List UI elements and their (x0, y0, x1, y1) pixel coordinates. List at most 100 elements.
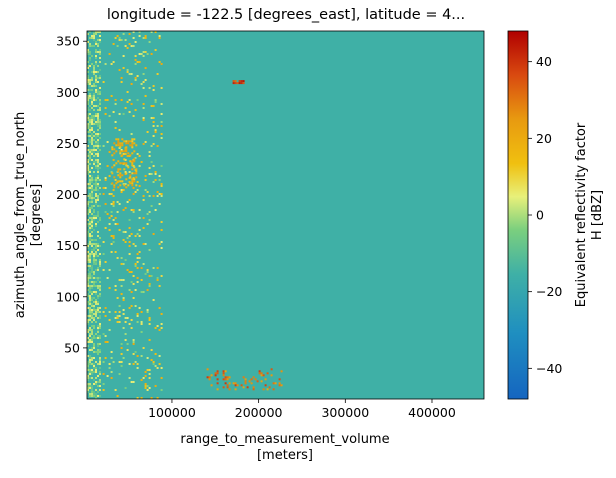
heatmap-cell (89, 333, 91, 335)
heatmap-cell (148, 387, 151, 389)
heatmap-cell (117, 144, 120, 147)
heatmap-cell (119, 142, 122, 145)
heatmap-cell (91, 185, 93, 187)
heatmap-cell (95, 133, 97, 135)
heatmap-cell (89, 217, 91, 219)
heatmap-cell (87, 127, 89, 129)
heatmap-cell (112, 237, 115, 239)
heatmap-cell (148, 369, 151, 371)
heatmap-cell (128, 241, 131, 243)
heatmap-cell (127, 184, 130, 187)
heatmap-cell (87, 323, 89, 325)
heatmap-cell (87, 53, 89, 55)
heatmap-cell (89, 277, 91, 279)
heatmap-cell (91, 395, 93, 397)
heatmap-cell (89, 341, 91, 343)
heatmap-cell (120, 353, 123, 355)
heatmap-cell (87, 369, 89, 371)
heatmap-cell (128, 199, 131, 201)
heatmap-cell (91, 387, 93, 389)
heatmap-cell (120, 343, 123, 345)
heatmap-cell (116, 297, 119, 299)
heatmap-cell (118, 37, 121, 39)
heatmap-cell (114, 121, 117, 123)
heatmap-cell (91, 153, 93, 155)
heatmap-cell (136, 367, 139, 369)
heatmap-cell (89, 273, 91, 275)
heatmap-cell (87, 295, 89, 297)
heatmap-cell (89, 369, 91, 371)
heatmap-cell (97, 155, 99, 157)
heatmap-cell (99, 35, 101, 37)
heatmap-cell (280, 370, 283, 373)
heatmap-cell (87, 159, 89, 161)
heatmap-cell (129, 176, 132, 179)
heatmap-cell (87, 41, 89, 43)
heatmap-cell (91, 267, 93, 269)
heatmap-cell (104, 179, 107, 181)
heatmap-cell (111, 166, 114, 169)
heatmap-cell (222, 378, 225, 381)
heatmap-cell (87, 195, 89, 197)
heatmap-cell (125, 186, 128, 189)
heatmap-cell (93, 95, 95, 97)
heatmap-cell (234, 384, 237, 387)
heatmap-cell (125, 178, 128, 181)
heatmap-cell (95, 223, 97, 225)
heatmap-cell (89, 163, 91, 165)
heatmap-cell (87, 279, 89, 281)
heatmap-cell (91, 37, 93, 39)
heatmap-cell (104, 99, 107, 101)
heatmap-cell (116, 201, 119, 203)
heatmap-cell (95, 85, 97, 87)
heatmap-cell (152, 89, 155, 91)
heatmap-cell (89, 195, 91, 197)
heatmap-cell (89, 309, 91, 311)
heatmap-cell (87, 115, 89, 117)
heatmap-cell (91, 107, 93, 109)
heatmap-cell (246, 386, 249, 389)
heatmap-cell (102, 373, 105, 375)
heatmap-cell (87, 65, 89, 67)
heatmap-cell (93, 257, 95, 259)
heatmap-cell (152, 105, 155, 107)
heatmap-cell (154, 31, 157, 33)
heatmap-cell (87, 125, 89, 127)
heatmap-cell (89, 377, 91, 379)
heatmap-cell (120, 257, 123, 259)
heatmap-cell (93, 367, 95, 369)
heatmap-cell (111, 172, 114, 175)
y-axis-label: azimuth_angle_from_true_north [degrees] (13, 112, 44, 319)
heatmap-cell (104, 177, 107, 179)
heatmap-cell (95, 315, 97, 317)
heatmap-cell (89, 119, 91, 121)
heatmap-cell (89, 57, 91, 59)
heatmap-cell (89, 109, 91, 111)
heatmap-cell (93, 135, 95, 137)
heatmap-cell (97, 135, 99, 137)
heatmap-cell (93, 319, 95, 321)
heatmap-cell (97, 39, 99, 41)
heatmap-cell (148, 319, 151, 321)
heatmap-cell (214, 374, 217, 377)
heatmap-cell (156, 279, 159, 281)
heatmap-cell (122, 313, 125, 315)
heatmap-cell (87, 387, 89, 389)
heatmap-cell (158, 37, 161, 39)
heatmap-cell (95, 135, 97, 137)
heatmap-cell (114, 127, 117, 129)
heatmap-cell (87, 61, 89, 63)
heatmap-cell (87, 107, 89, 109)
heatmap-cell (95, 183, 97, 185)
heatmap-cell (135, 184, 138, 187)
heatmap-cell (264, 384, 267, 387)
heatmap-cell (112, 219, 115, 221)
heatmap-cell (89, 311, 91, 313)
heatmap-cell (102, 269, 105, 271)
heatmap-cell (89, 171, 91, 173)
heatmap-cell (112, 61, 115, 63)
heatmap-cell (138, 307, 141, 309)
heatmap-cell (117, 174, 120, 177)
heatmap-cell (89, 123, 91, 125)
heatmap-cell (266, 388, 269, 391)
